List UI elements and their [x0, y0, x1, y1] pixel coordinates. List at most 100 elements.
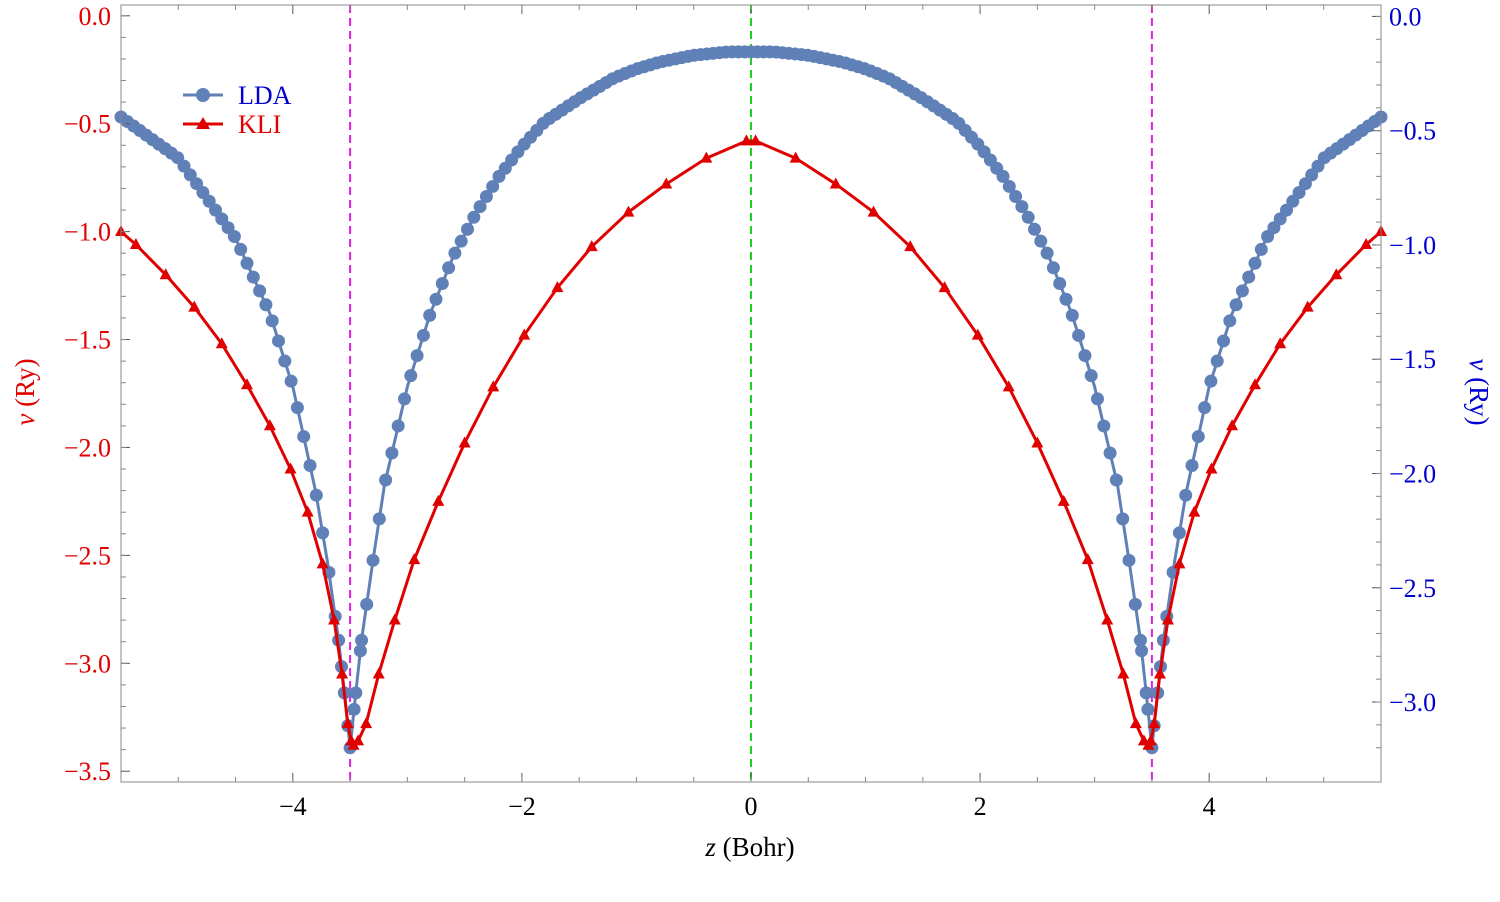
data-point-kli	[284, 462, 297, 474]
data-point-lda	[1248, 256, 1262, 270]
data-point-kli	[241, 378, 253, 390]
data-point-kli	[1161, 613, 1174, 625]
data-point-kli	[867, 205, 880, 217]
data-point-lda	[1217, 334, 1230, 348]
data-point-lda	[1223, 314, 1237, 328]
data-point-lda	[1028, 222, 1041, 236]
legend-label-kli: KLI	[238, 110, 281, 139]
data-point-lda	[355, 633, 369, 647]
data-point-lda	[1122, 553, 1136, 567]
series-layer	[114, 45, 1388, 755]
data-point-lda	[1135, 644, 1149, 658]
y-right-tick-label: −1.5	[1389, 345, 1436, 374]
data-point-lda	[1141, 702, 1155, 716]
data-point-kli	[408, 553, 421, 565]
data-point-kli	[1031, 436, 1044, 448]
data-point-kli	[1173, 557, 1186, 569]
data-point-lda	[486, 179, 500, 193]
legend-marker-kli	[196, 117, 210, 129]
data-point-kli	[1002, 380, 1015, 392]
data-point-kli	[551, 281, 564, 293]
data-point-lda	[429, 292, 443, 306]
y-left-tick-label: −2.0	[64, 433, 111, 462]
data-point-kli	[215, 337, 228, 349]
legend-marker-lda	[196, 88, 210, 102]
data-point-lda	[347, 702, 361, 716]
data-point-kli	[458, 436, 471, 448]
y-left-tick-label: −0.5	[64, 110, 111, 139]
data-point-lda	[385, 446, 399, 460]
data-point-kli	[700, 151, 713, 163]
data-point-lda	[259, 298, 273, 312]
data-point-kli	[1057, 494, 1070, 506]
data-point-kli	[263, 419, 276, 431]
data-point-kli	[1301, 300, 1314, 312]
data-point-lda	[1229, 298, 1243, 312]
data-point-lda	[442, 261, 456, 275]
y-axis-left-title-rest: (Ry)	[10, 358, 40, 413]
y-axis-left-title: v (Ry)	[10, 358, 40, 425]
y-right-tick-label: −0.5	[1389, 117, 1436, 146]
data-point-lda	[309, 488, 323, 502]
data-point-kli	[1081, 553, 1094, 565]
data-point-lda	[316, 526, 330, 540]
data-point-lda	[1242, 270, 1256, 284]
data-point-kli	[971, 328, 984, 340]
data-point-lda	[1116, 512, 1130, 526]
data-point-kli	[328, 613, 341, 625]
x-tick-label: 4	[1203, 792, 1216, 821]
data-point-lda	[278, 354, 292, 368]
data-point-kli	[1274, 337, 1287, 349]
data-point-kli	[372, 667, 385, 679]
data-point-lda	[1053, 277, 1067, 291]
data-point-kli	[1330, 268, 1343, 280]
data-point-kli	[432, 494, 445, 506]
data-point-kli	[1360, 237, 1373, 249]
data-point-lda	[996, 169, 1010, 183]
legend-label-lda: LDA	[238, 81, 292, 110]
data-point-kli	[829, 177, 842, 189]
data-point-lda	[265, 314, 279, 328]
data-point-kli	[938, 281, 951, 293]
data-point-kli	[360, 717, 373, 729]
data-point-kli	[388, 613, 401, 625]
series-lda	[114, 45, 1388, 755]
data-point-lda	[1002, 179, 1016, 193]
data-point-lda	[410, 349, 424, 363]
data-point-kli	[188, 300, 201, 312]
y-left-tick-label: −1.5	[64, 326, 111, 355]
data-point-lda	[1191, 430, 1205, 444]
data-point-lda	[246, 270, 260, 284]
data-point-lda	[379, 473, 393, 487]
data-point-kli	[740, 134, 753, 146]
data-point-kli	[336, 667, 349, 679]
data-point-kli	[518, 328, 531, 340]
data-point-kli	[585, 240, 598, 252]
data-point-kli	[1249, 378, 1261, 390]
data-point-lda	[1015, 200, 1029, 214]
data-point-kli	[1148, 717, 1161, 729]
y-right-tick-label: −3.0	[1389, 688, 1436, 717]
data-point-kli	[316, 557, 329, 569]
data-point-lda	[349, 686, 363, 700]
data-point-lda	[391, 419, 405, 433]
data-point-lda	[1065, 308, 1079, 322]
y-left-tick-label: −3.5	[64, 757, 111, 786]
data-point-lda	[297, 430, 311, 444]
x-tick-label: 0	[745, 792, 758, 821]
y-axis-right-title-italic: v	[1464, 358, 1494, 370]
data-point-kli	[1205, 462, 1218, 474]
data-point-lda	[1097, 419, 1111, 433]
data-point-lda	[1103, 446, 1117, 460]
x-axis-title: z (Bohr)	[704, 832, 794, 862]
x-tick-label: −2	[508, 792, 536, 821]
data-point-kli	[1188, 505, 1201, 517]
y-left-tick-label: −2.5	[64, 541, 111, 570]
data-point-lda	[1133, 633, 1147, 647]
data-point-lda	[1254, 242, 1268, 256]
data-point-lda	[454, 234, 468, 248]
data-point-lda	[473, 200, 487, 214]
data-point-kli	[159, 268, 172, 280]
data-point-lda	[479, 190, 493, 204]
